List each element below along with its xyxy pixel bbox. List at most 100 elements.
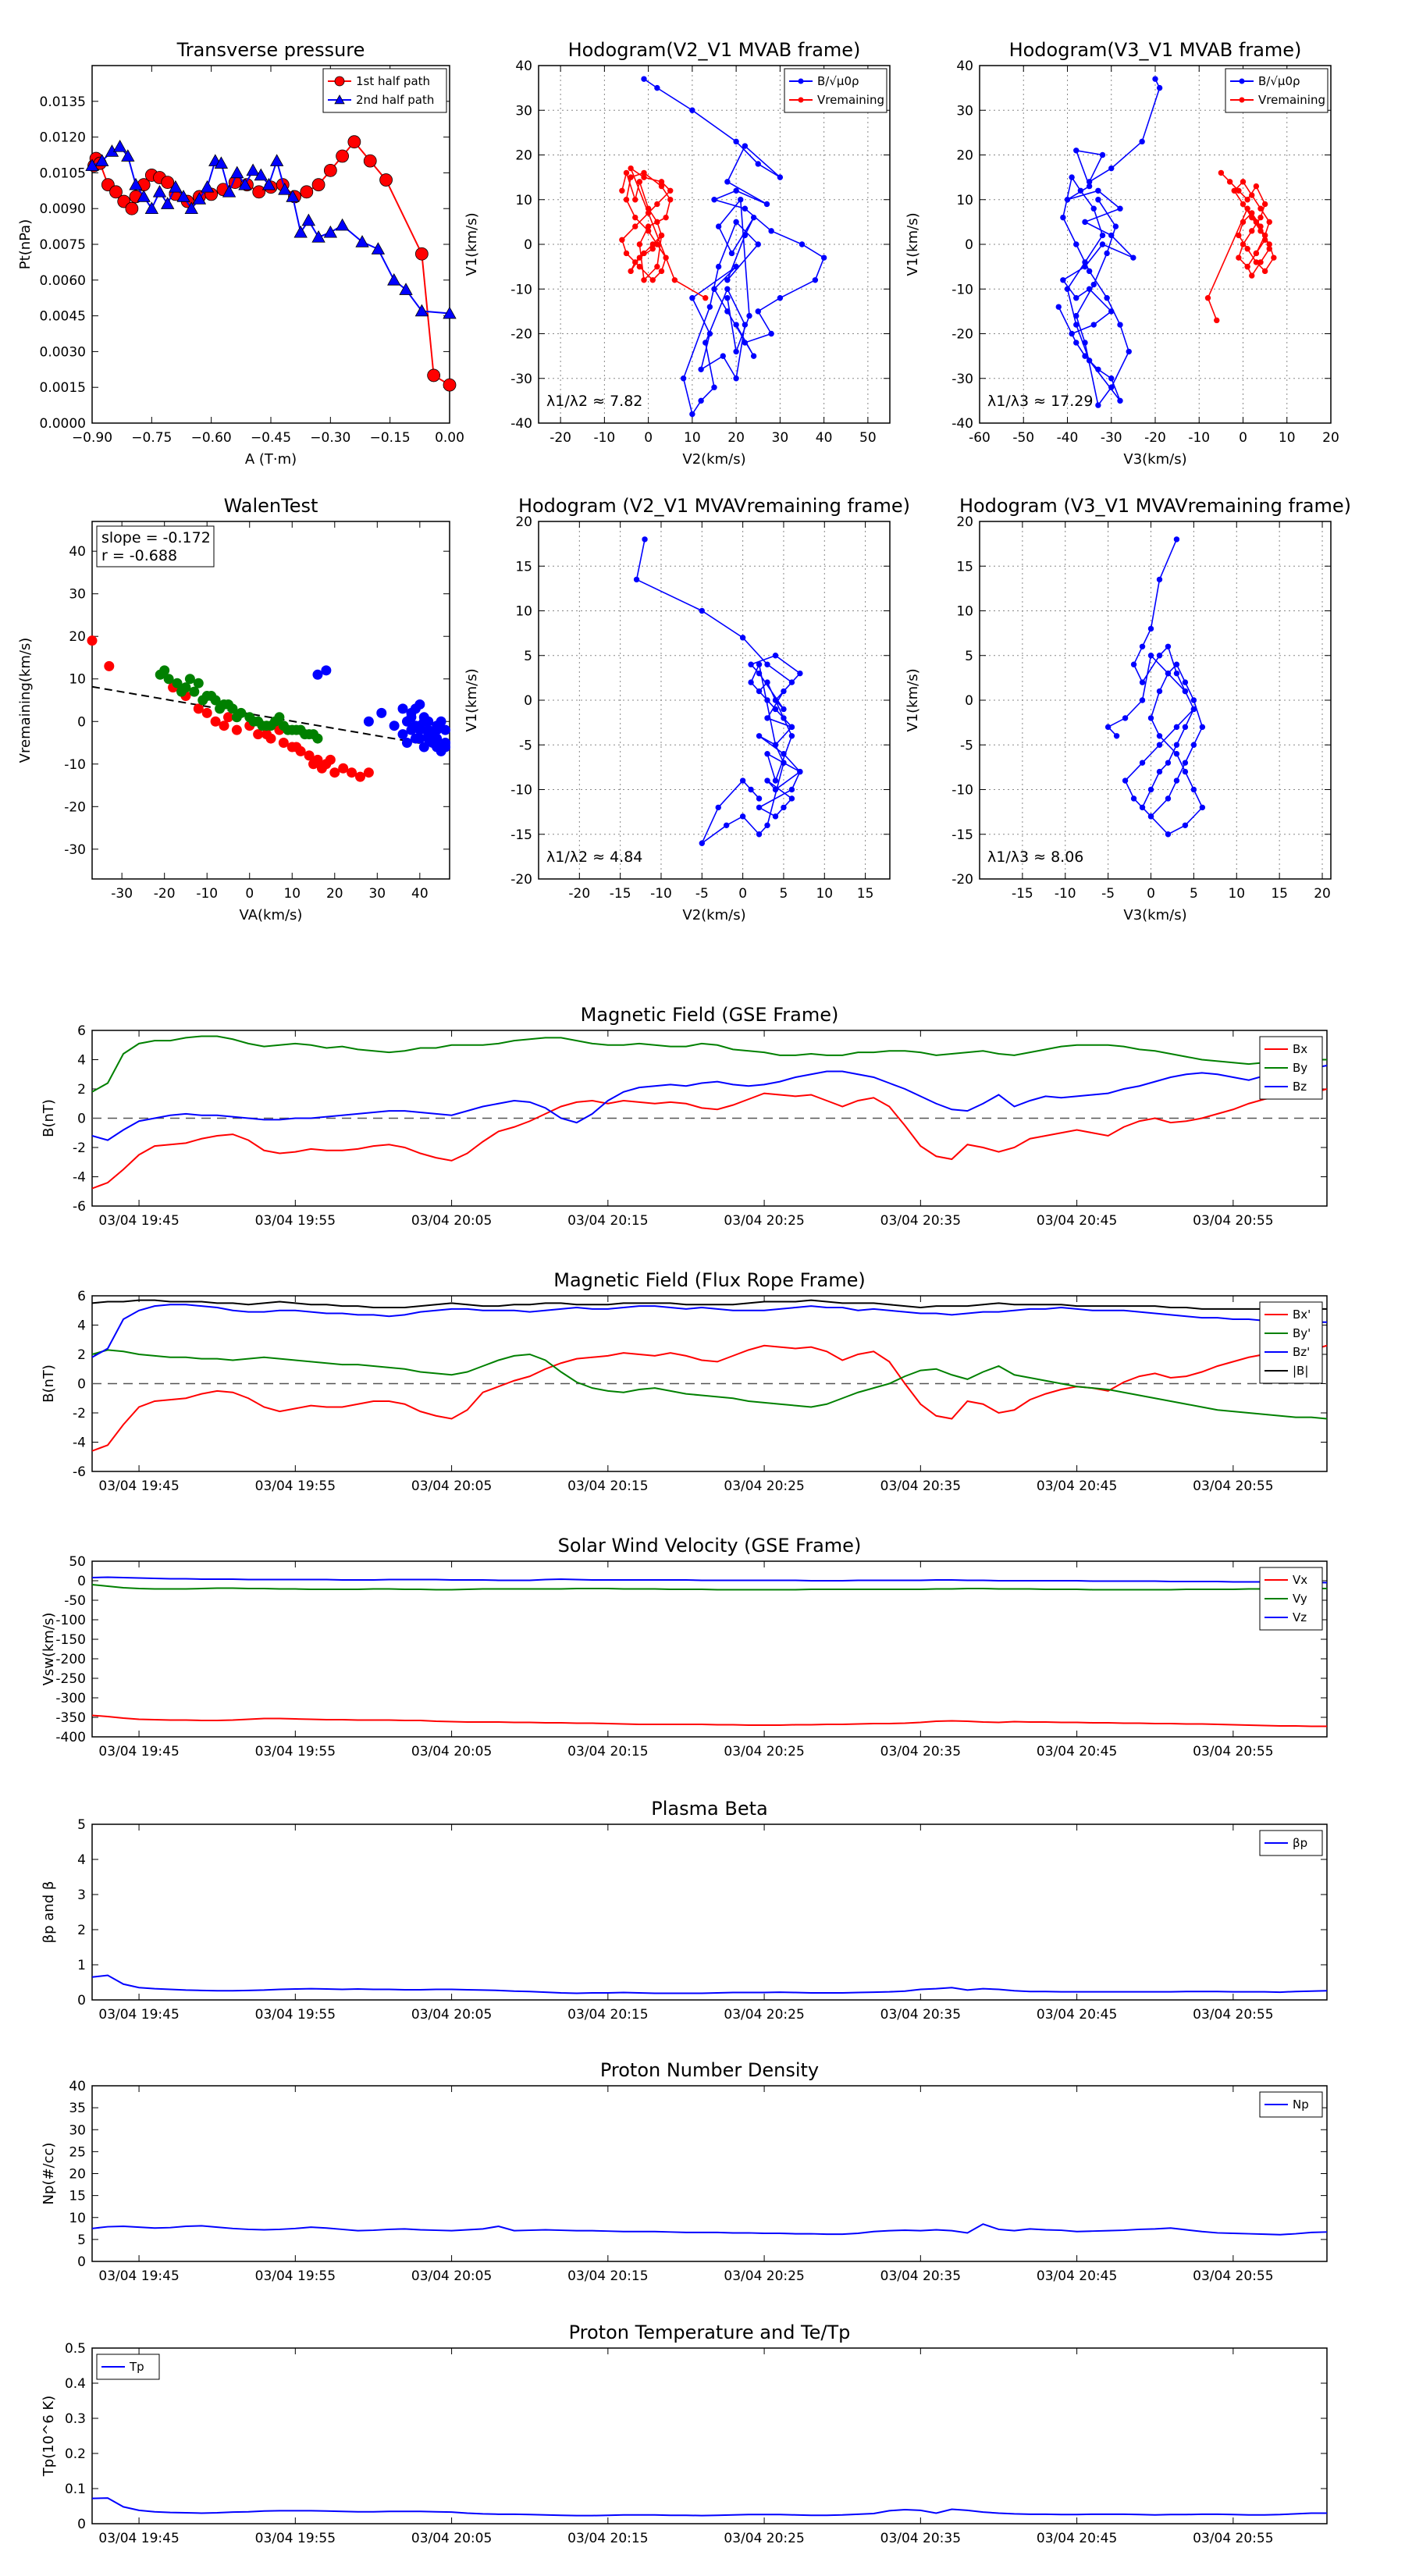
- data-point: [733, 348, 739, 355]
- x-tick-label: -15: [610, 886, 631, 902]
- data-point: [619, 187, 625, 194]
- data-point: [641, 76, 647, 82]
- x-tick-label: 03/04 20:25: [724, 2531, 804, 2546]
- data-point: [161, 197, 175, 209]
- data-point: [1190, 706, 1197, 713]
- eigenvalue-ratio: λ1/λ3 ≈ 17.29: [987, 393, 1093, 410]
- data-point: [121, 149, 135, 162]
- y-tick-label: -50: [64, 1593, 86, 1609]
- data-point: [623, 250, 630, 257]
- data-point: [1261, 232, 1268, 239]
- data-point: [219, 720, 229, 731]
- data-point: [1173, 661, 1180, 667]
- data-point: [311, 178, 325, 192]
- data-point: [197, 695, 208, 706]
- legend-marker: [1239, 78, 1245, 84]
- y-tick-label: -20: [951, 872, 973, 888]
- data-point: [619, 237, 625, 243]
- data-point: [312, 669, 323, 680]
- data-point: [418, 742, 429, 753]
- x-tick-label: 20: [727, 430, 745, 446]
- y-tick-label: -30: [510, 372, 532, 387]
- y-tick-label: -4: [73, 1170, 86, 1186]
- legend-label: Vy: [1293, 1592, 1307, 1606]
- y-tick-label: -150: [55, 1632, 86, 1648]
- x-tick-label: 03/04 20:55: [1193, 2268, 1273, 2284]
- y-tick-label: 0: [77, 2517, 86, 2532]
- x-tick-label: 15: [857, 886, 874, 902]
- data-point: [1117, 397, 1123, 404]
- data-point: [772, 777, 779, 784]
- data-point: [636, 179, 643, 185]
- y-tick-label: -10: [510, 282, 532, 297]
- data-point: [184, 674, 195, 685]
- data-point: [1165, 760, 1172, 766]
- y-tick-label: 2: [77, 1923, 86, 1938]
- data-point: [363, 716, 374, 727]
- x-tick-label: -10: [650, 886, 672, 902]
- y-tick-label: -350: [55, 1710, 86, 1726]
- data-point: [702, 295, 709, 301]
- y-tick-label: -10: [951, 282, 973, 297]
- x-axis-label: V2(km/s): [682, 451, 745, 468]
- stats-box: [96, 525, 215, 568]
- y-tick-label: -6: [73, 1199, 86, 1215]
- data-point: [788, 786, 795, 793]
- x-tick-label: -30: [1101, 430, 1122, 446]
- data-point: [663, 254, 669, 261]
- data-point: [1082, 219, 1088, 226]
- data-point: [649, 246, 656, 252]
- data-point: [742, 322, 749, 328]
- chart-title: Hodogram (V2_V1 MVAVremaining frame): [518, 495, 910, 517]
- data-point: [733, 263, 739, 270]
- x-tick-label: 20: [1322, 430, 1339, 446]
- x-tick-label: −0.90: [72, 430, 112, 446]
- plot-frame: [91, 2085, 1328, 2262]
- data-point: [1104, 250, 1110, 257]
- x-tick-label: 03/04 20:35: [880, 1744, 961, 1759]
- data-point: [667, 187, 674, 194]
- y-tick-label: 0.0060: [40, 273, 86, 289]
- data-point: [1139, 804, 1146, 811]
- data-point: [799, 241, 806, 247]
- y-tick-label: 1: [77, 1958, 86, 1973]
- data-point: [1130, 661, 1137, 667]
- data-point: [671, 277, 678, 283]
- data-point: [193, 678, 204, 688]
- data-point: [432, 742, 443, 753]
- data-point: [628, 174, 634, 180]
- data-point: [1199, 724, 1206, 731]
- y-axis-label: V1(km/s): [464, 668, 480, 731]
- data-point: [748, 661, 754, 667]
- data-point: [427, 368, 441, 382]
- y-tick-label: 0: [77, 714, 86, 730]
- legend-label: Vremaining: [1258, 93, 1325, 107]
- series-line: [91, 1349, 1328, 1420]
- legend-label: Vx: [1293, 1573, 1307, 1587]
- legend-label: Np: [1293, 2097, 1309, 2112]
- x-tick-label: 03/04 20:25: [724, 1213, 804, 1229]
- panel-hodo2: -60 -50 -40 -30 -20 -10 0 10 20 -40 -30 -20 -10 0 10 20…: [905, 39, 1339, 468]
- data-point: [1214, 317, 1220, 324]
- data-point: [85, 158, 99, 172]
- data-point: [1240, 219, 1247, 226]
- data-point: [300, 729, 311, 740]
- data-point: [1257, 205, 1264, 212]
- y-tick-label: 0: [77, 2254, 86, 2270]
- x-tick-label: 03/04 20:15: [567, 2268, 648, 2284]
- data-point: [628, 268, 634, 275]
- data-point: [636, 254, 643, 261]
- data-point: [764, 679, 770, 685]
- x-tick-label: 03/04 19:55: [255, 1744, 336, 1759]
- data-point: [1090, 205, 1097, 212]
- data-point: [1249, 210, 1255, 216]
- data-point: [440, 724, 451, 735]
- data-point: [645, 210, 652, 216]
- data-point: [768, 330, 774, 337]
- data-point: [812, 277, 819, 283]
- y-tick-label: 30: [69, 587, 86, 603]
- data-point: [750, 214, 757, 221]
- data-point: [711, 286, 717, 292]
- data-point: [1190, 742, 1197, 748]
- data-point: [1073, 312, 1080, 319]
